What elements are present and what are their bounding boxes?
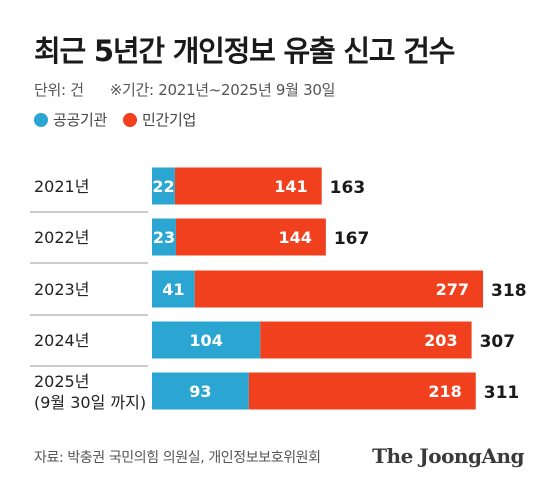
bar-segment-private — [248, 372, 476, 410]
unit-note: 단위: 건 — [34, 81, 84, 99]
legend: 공공기관 민간기업 — [34, 109, 212, 130]
total-label: 167 — [334, 229, 370, 249]
total-label: 307 — [480, 332, 516, 352]
bar-segment-public — [152, 270, 195, 308]
data-label-private: 203 — [424, 331, 457, 350]
data-label-private: 141 — [274, 177, 307, 196]
category-label: 2022년 — [34, 228, 89, 247]
bar-segment-public — [152, 167, 175, 205]
chart-notes: 단위: 건 ※기간: 2021년~2025년 9월 30일 — [34, 79, 335, 100]
bar-segment-private — [175, 218, 326, 256]
category-label-sub: (9월 30일 까지) — [34, 393, 146, 412]
legend-label-private: 민간기업 — [142, 111, 197, 129]
legend-item-public: 공공기관 — [34, 109, 107, 130]
bar-segment-private — [260, 321, 472, 359]
legend-label-public: 공공기관 — [53, 111, 108, 129]
legend-swatch-public — [34, 112, 48, 127]
category-label: 2021년 — [34, 177, 89, 196]
data-label-public: 41 — [162, 280, 184, 299]
category-label: 2025년 — [34, 372, 89, 391]
total-label: 163 — [330, 178, 366, 198]
bar-segment-public — [152, 372, 249, 410]
period-note: ※기간: 2021년~2025년 9월 30일 — [109, 81, 336, 99]
bar-segment-private — [174, 167, 322, 205]
bar-segment-public — [152, 218, 176, 256]
category-label: 2024년 — [34, 331, 89, 350]
legend-item-private: 민간기업 — [123, 109, 196, 130]
total-label: 318 — [491, 281, 526, 301]
source-note: 자료: 박충권 국민의힘 의원실, 개인정보보호위원회 — [34, 450, 321, 466]
data-label-private: 218 — [428, 382, 461, 401]
legend-swatch-private — [123, 112, 138, 127]
data-label-private: 144 — [278, 228, 311, 247]
chart-title: 최근 5년간 개인정보 유출 신고 건수 — [34, 34, 455, 68]
data-label-private: 277 — [436, 280, 469, 299]
data-label-public: 93 — [189, 382, 211, 401]
bar-segment-public — [152, 321, 261, 359]
data-label-public: 23 — [153, 228, 175, 247]
brand-logo: The JoongAng — [372, 444, 524, 468]
data-label-public: 22 — [152, 177, 174, 196]
category-label: 2023년 — [34, 280, 89, 299]
total-label: 311 — [484, 383, 519, 403]
data-label-public: 104 — [189, 331, 222, 350]
bar-segment-private — [194, 270, 484, 308]
